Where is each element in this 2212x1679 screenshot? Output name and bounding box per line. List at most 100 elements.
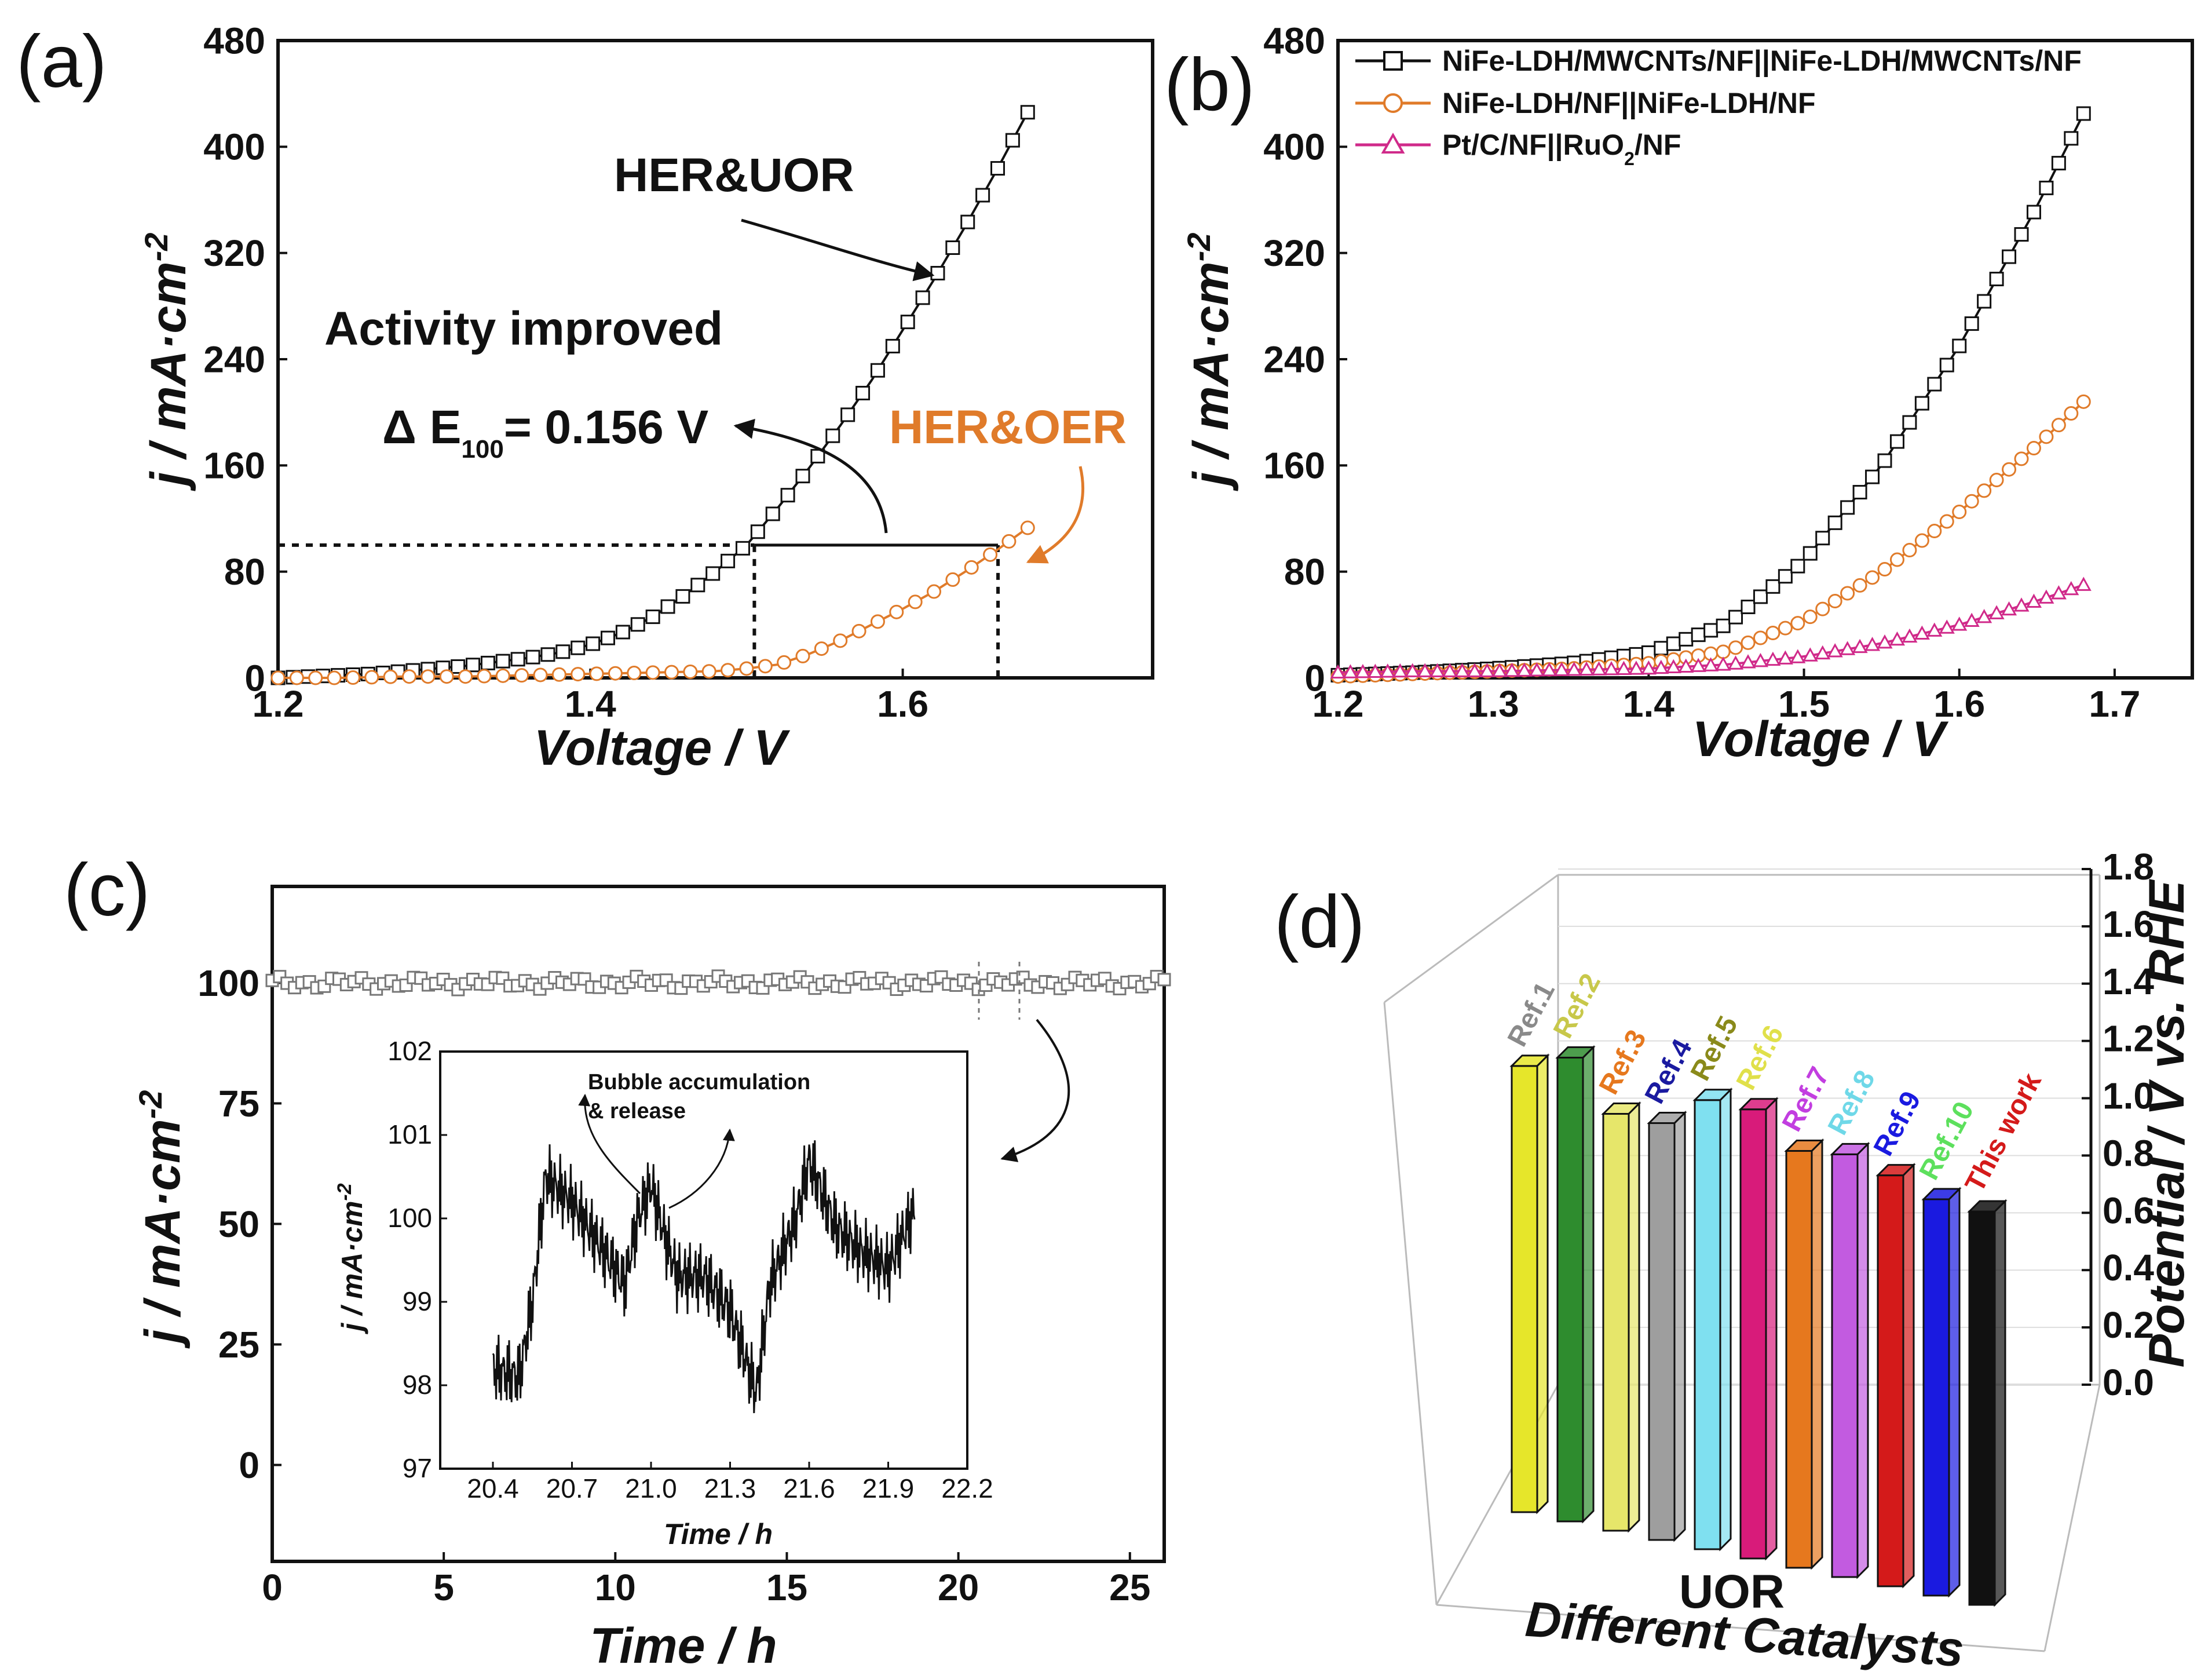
panel-d-ytick-label-3: 0.6 bbox=[2103, 1189, 2154, 1231]
panel-b-xtick-label-0: 1.2 bbox=[1312, 683, 1364, 725]
circle-marker-59 bbox=[2064, 406, 2079, 421]
square-marker-46 bbox=[1902, 415, 1917, 430]
triangle-marker-22 bbox=[1603, 660, 1619, 676]
panel-d-ytick-label-1: 0.2 bbox=[2103, 1304, 2154, 1346]
square-marker-50 bbox=[1952, 338, 1967, 353]
panel-d-bars: Ref.1Ref.2Ref.3Ref.4Ref.5Ref.6Ref.7Ref.8… bbox=[1502, 969, 2048, 1607]
circle-marker-20 bbox=[645, 665, 660, 680]
square-marker-55 bbox=[2014, 227, 2029, 242]
circle-marker-33 bbox=[889, 604, 904, 619]
triangle-marker-49 bbox=[1939, 619, 1955, 634]
panel-b-xtick-label-5: 1.7 bbox=[2089, 683, 2140, 725]
panel-d-ytick-label-9: 1.8 bbox=[2103, 846, 2154, 888]
panel-a-xtick-label-2: 1.6 bbox=[877, 683, 928, 725]
panel-a-ytick-label-4: 320 bbox=[203, 232, 265, 274]
panel-a-y-ticks: 0 80 160 240 320 400 480 bbox=[203, 20, 287, 699]
panel-c-ytick-label-2: 50 bbox=[218, 1203, 259, 1245]
triangle-marker-54 bbox=[2001, 601, 2017, 616]
inset-y-axis-title: j / mA·cm-2 bbox=[334, 1183, 368, 1334]
circle-marker-27 bbox=[777, 655, 792, 670]
triangle-marker-1 bbox=[1342, 664, 1358, 678]
inset-annotation-line2: & release bbox=[588, 1099, 686, 1123]
circle-marker-51 bbox=[1964, 494, 1979, 509]
square-marker-20 bbox=[571, 640, 586, 655]
circle-marker-31 bbox=[851, 623, 866, 638]
circle-marker-3 bbox=[327, 670, 342, 685]
square-marker-17 bbox=[525, 649, 540, 665]
circle-marker-34 bbox=[1753, 630, 1768, 645]
square-marker-32 bbox=[1728, 609, 1743, 625]
panel-c-y-axis-title: j / mA·cm-2 bbox=[132, 1090, 191, 1349]
panel-d-y-axis-title: Potential / V vs. RHE bbox=[2139, 879, 2195, 1368]
panel-b-series-0 bbox=[1330, 106, 2091, 682]
panel-b-series-1 bbox=[1330, 394, 2091, 684]
inset-ytick-label-2: 99 bbox=[403, 1286, 432, 1316]
square-marker-120 bbox=[1157, 973, 1171, 987]
panel-a-y-axis-title: j / mA·cm-2 bbox=[138, 233, 197, 492]
triangle-marker-32 bbox=[1728, 655, 1744, 670]
triangle-marker-7 bbox=[1417, 663, 1433, 677]
triangle-marker-25 bbox=[1640, 660, 1657, 675]
square-marker-48 bbox=[1927, 377, 1942, 392]
triangle-marker-60 bbox=[2075, 576, 2092, 591]
square-marker-19 bbox=[555, 644, 571, 659]
inset-ytick-label-0: 97 bbox=[403, 1453, 432, 1483]
panel-b-y-axis-title: j / mA·cm-2 bbox=[1180, 233, 1240, 492]
circle-marker-40 bbox=[1020, 520, 1035, 535]
panel-a-x-ticks: 1.2 1.4 1.6 bbox=[253, 669, 928, 725]
square-marker-15 bbox=[495, 654, 510, 669]
panel-d-ytick-label-2: 0.4 bbox=[2103, 1247, 2154, 1289]
circle-marker-49 bbox=[1939, 514, 1954, 529]
square-marker-32 bbox=[750, 524, 765, 539]
triangle-marker-38 bbox=[1802, 647, 1818, 662]
triangle-marker-31 bbox=[1715, 656, 1731, 671]
circle-marker-37 bbox=[964, 560, 979, 575]
legend-entry-1: NiFe-LDH/MWCNTs/NF||NiFe-LDH/MWCNTs/NF bbox=[1442, 45, 2082, 78]
triangle-marker-28 bbox=[1678, 658, 1694, 673]
circle-marker-46 bbox=[1902, 543, 1917, 558]
triangle-marker-56 bbox=[2025, 593, 2042, 608]
triangle-marker-26 bbox=[1653, 659, 1669, 674]
inset-xtick-label-4: 21.6 bbox=[783, 1473, 835, 1503]
square-marker-38 bbox=[1802, 546, 1818, 561]
square-marker-49 bbox=[1939, 357, 1954, 373]
panel-b-ytick-label-3: 240 bbox=[1263, 338, 1325, 380]
inset-arrow-right bbox=[668, 1128, 735, 1209]
triangle-marker-35 bbox=[1765, 651, 1781, 666]
square-marker-44 bbox=[930, 266, 945, 280]
circle-marker-58 bbox=[2051, 418, 2066, 433]
circle-marker-36 bbox=[1778, 620, 1793, 636]
circle-marker-7 bbox=[402, 669, 416, 684]
circle-marker-13 bbox=[514, 668, 529, 683]
panel-d-bar-front-2 bbox=[1602, 1113, 1630, 1532]
triangle-marker-52 bbox=[1976, 609, 1992, 623]
square-marker-36 bbox=[1778, 569, 1793, 584]
square-marker-60 bbox=[2076, 106, 2091, 121]
circle-marker-5 bbox=[364, 670, 379, 685]
square-marker-35 bbox=[795, 469, 810, 484]
triangle-marker-5 bbox=[1392, 663, 1408, 678]
panel-d-bar-side-8 bbox=[1902, 1163, 1915, 1589]
circle-marker-38 bbox=[983, 547, 998, 562]
circle-marker-47 bbox=[1914, 533, 1929, 548]
panel-d-bar-side-1 bbox=[1582, 1045, 1595, 1524]
square-marker-45 bbox=[945, 240, 960, 255]
panel-a-label: (a) bbox=[16, 20, 107, 103]
circle-marker-29 bbox=[814, 641, 829, 656]
panel-d-ytick-label-0: 0.0 bbox=[2103, 1362, 2154, 1403]
circle-marker-35 bbox=[1765, 626, 1780, 641]
square-marker-26 bbox=[1654, 641, 1669, 656]
triangle-marker-6 bbox=[1405, 663, 1421, 677]
panel-c-inset: 97 98 99 100 101 102 20.4 20.7 21.0 21.3 21.6 21.9… bbox=[334, 1036, 993, 1550]
circle-marker-32 bbox=[870, 614, 885, 629]
panel-d-bar-5: Ref.6 bbox=[1731, 1020, 1790, 1561]
square-marker-47 bbox=[1914, 396, 1929, 411]
panel-c-ytick-label-0: 0 bbox=[239, 1444, 259, 1486]
triangle-marker-55 bbox=[2013, 597, 2030, 612]
square-marker-13 bbox=[466, 658, 481, 673]
panel-c-x-axis-title: Time / h bbox=[590, 1618, 777, 1674]
circle-marker-44 bbox=[1877, 562, 1892, 577]
square-marker-43 bbox=[1865, 469, 1880, 484]
square-marker-29 bbox=[705, 566, 721, 581]
